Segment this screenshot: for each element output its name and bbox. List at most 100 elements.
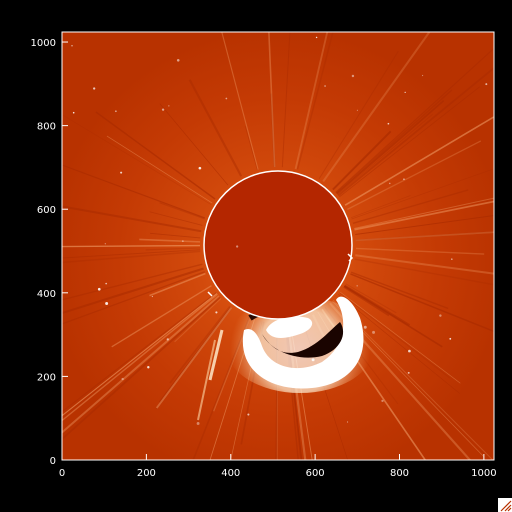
star	[301, 377, 305, 380]
star	[421, 74, 424, 77]
streamer-ray	[339, 292, 451, 379]
streamer-ray	[350, 195, 411, 219]
star	[105, 302, 109, 305]
streamer-ray	[344, 116, 494, 206]
streamer-ray	[294, 32, 329, 170]
streamer-ray	[150, 232, 201, 239]
streamer-ray	[155, 307, 233, 409]
streamer-ray	[95, 111, 216, 200]
star	[324, 85, 326, 87]
streamer-ray	[62, 271, 205, 325]
streamer-ray	[343, 285, 443, 348]
streamer-ray	[62, 114, 212, 206]
x-tick-label: 400	[221, 468, 240, 479]
star	[439, 314, 442, 317]
streamer-ray	[345, 283, 397, 314]
streamer-ray	[336, 100, 445, 195]
streamer-ray	[338, 294, 460, 394]
star	[104, 243, 106, 245]
streamer-ray	[158, 306, 232, 404]
y-tick-label: 1000	[31, 38, 56, 49]
streamer-ray	[318, 50, 399, 180]
streamer-ray	[62, 164, 206, 219]
star	[236, 245, 239, 248]
streamer-ray	[337, 113, 434, 196]
star	[247, 413, 250, 416]
star	[372, 330, 376, 334]
streamer-ray	[351, 168, 494, 220]
streamer-ray	[62, 292, 218, 417]
streamer-ray	[355, 231, 494, 242]
streamer-ray	[62, 263, 203, 301]
star	[105, 282, 108, 285]
star	[381, 399, 384, 403]
streamer-ray	[335, 47, 494, 193]
star	[407, 371, 410, 374]
star	[451, 258, 453, 260]
streamer-ray	[174, 297, 222, 343]
x-tick-label: 200	[137, 468, 156, 479]
streamer-ray	[343, 286, 390, 317]
star	[346, 421, 349, 423]
star	[176, 58, 180, 62]
star	[114, 110, 117, 113]
star	[404, 91, 406, 93]
streamer-ray	[188, 79, 243, 177]
y-tick-label: 800	[37, 122, 56, 133]
x-tick-label: 600	[306, 468, 325, 479]
star	[198, 166, 202, 170]
streamer-ray	[355, 231, 494, 242]
y-tick-label: 200	[37, 372, 56, 383]
plot-frame	[61, 31, 495, 461]
streamer-ray	[339, 291, 461, 384]
streamer-ray	[62, 250, 201, 264]
star	[356, 285, 358, 287]
streamer-ray	[159, 202, 205, 220]
resize-grip-icon[interactable]	[498, 498, 512, 512]
solar-limb-outline	[203, 170, 353, 320]
star	[408, 349, 411, 353]
star	[403, 178, 405, 181]
star	[388, 182, 391, 185]
streamer-ray	[322, 32, 431, 183]
streamer-ray	[62, 205, 202, 233]
streamer-ray	[352, 189, 469, 224]
streamer-ray	[149, 272, 206, 297]
star	[71, 45, 73, 47]
streamer-ray	[159, 103, 229, 186]
star	[485, 83, 488, 86]
star	[168, 105, 170, 107]
star	[215, 311, 218, 314]
star	[97, 287, 101, 291]
star	[166, 338, 169, 341]
y-tick-label: 0	[50, 456, 56, 467]
star	[72, 111, 75, 114]
streamer-ray	[62, 249, 201, 259]
star	[311, 358, 315, 362]
x-tick-label: 0	[59, 468, 65, 479]
streamer-ray	[62, 292, 217, 413]
streamer-ray	[350, 273, 494, 333]
star	[120, 171, 123, 174]
x-tick-label: 1000	[471, 468, 496, 479]
streamer-ray	[145, 247, 201, 251]
y-tick-label: 400	[37, 289, 56, 300]
streamer-ray	[354, 200, 494, 231]
star	[315, 36, 318, 39]
streamer-ray	[355, 247, 485, 255]
star	[449, 337, 452, 340]
star	[196, 422, 200, 425]
streamer-ray	[296, 32, 334, 170]
streamer-ray	[270, 93, 276, 168]
star	[363, 325, 367, 329]
streamer-ray	[350, 271, 449, 310]
streamer-ray	[332, 130, 392, 191]
star-field	[71, 36, 488, 425]
star	[356, 109, 358, 111]
y-axis: 0 200 400 600 800 1000	[31, 38, 68, 467]
streamer-ray	[354, 197, 494, 229]
streamer-ray	[281, 32, 291, 168]
x-axis: 0 200 400 600 800 1000	[59, 454, 497, 479]
streamer-ray	[221, 32, 259, 170]
